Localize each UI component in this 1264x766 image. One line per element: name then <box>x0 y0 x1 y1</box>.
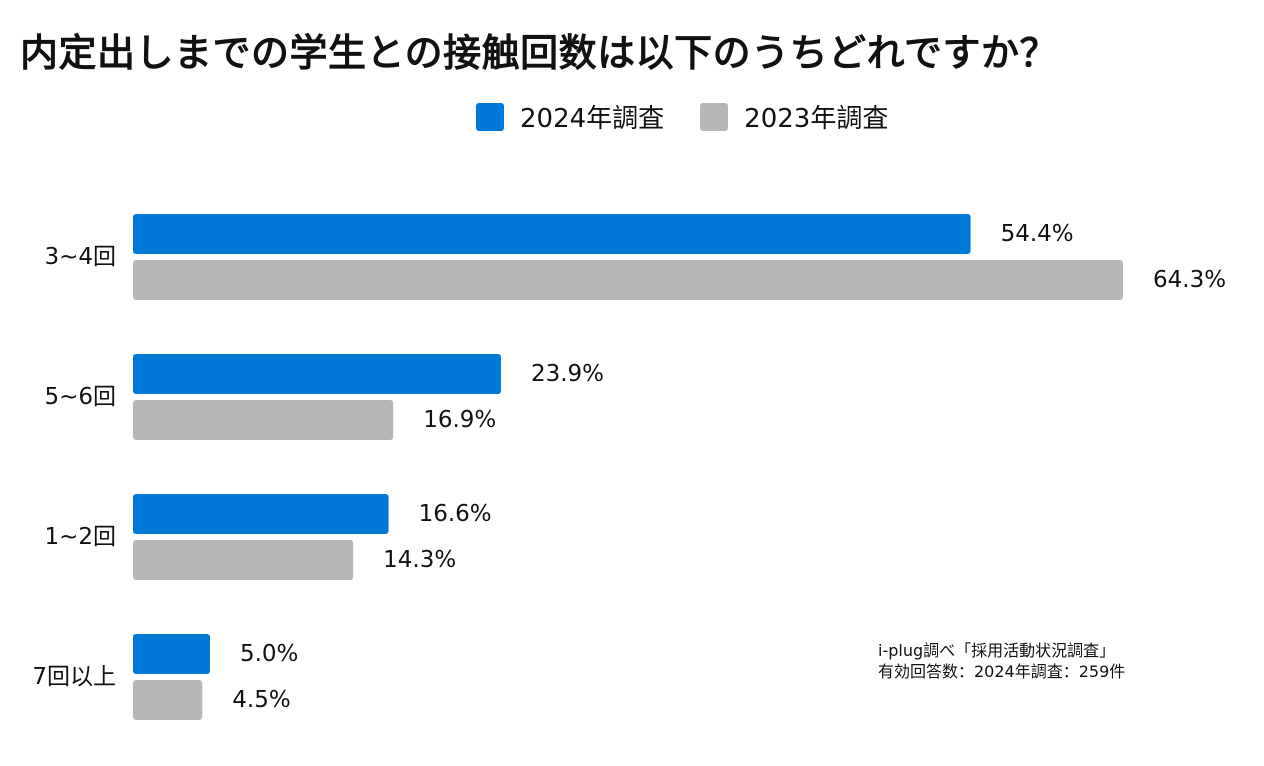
source-note-line-1: i-plug調べ「採用活動状況調査」 <box>878 641 1116 660</box>
chart-title: 内定出しまでの学生との接触回数は以下のうちどれですか？ <box>20 31 1058 75</box>
bar-2024 <box>133 214 971 254</box>
legend-item-2023: 2023年調査 <box>700 98 888 135</box>
source-note: i-plug調べ「採用活動状況調査」 有効回答数：2024年調査：259件 <box>878 640 1125 682</box>
data-label: 54.4% <box>1001 221 1074 247</box>
data-label: 23.9% <box>531 361 604 387</box>
bar-2024 <box>133 634 210 674</box>
bar-2023 <box>133 400 394 440</box>
bar-2023 <box>133 680 203 720</box>
bar-2023 <box>133 540 354 580</box>
source-note-line-2: 有効回答数：2024年調査：259件 <box>878 662 1126 681</box>
legend-label-2023: 2023年調査 <box>744 104 889 134</box>
category-label: 7回以上 <box>32 664 116 690</box>
bar-2024 <box>133 354 501 394</box>
chart-legend: 2024年調査 2023年調査 <box>476 98 924 135</box>
category-label: 1~2回 <box>44 524 116 550</box>
legend-label-2024: 2024年調査 <box>520 104 665 134</box>
legend-swatch-2023 <box>700 102 729 131</box>
category-label: 3~4回 <box>44 244 116 270</box>
data-label: 5.0% <box>240 641 298 667</box>
category-label: 5~6回 <box>44 384 116 410</box>
legend-item-2024: 2024年調査 <box>476 98 664 135</box>
bar-2024 <box>133 494 389 534</box>
data-label: 16.6% <box>419 501 492 527</box>
data-label: 16.9% <box>423 407 496 433</box>
data-label: 64.3% <box>1153 267 1226 293</box>
bar-2023 <box>133 260 1123 300</box>
data-label: 4.5% <box>232 687 290 713</box>
data-label: 14.3% <box>383 547 456 573</box>
legend-swatch-2024 <box>476 102 504 131</box>
